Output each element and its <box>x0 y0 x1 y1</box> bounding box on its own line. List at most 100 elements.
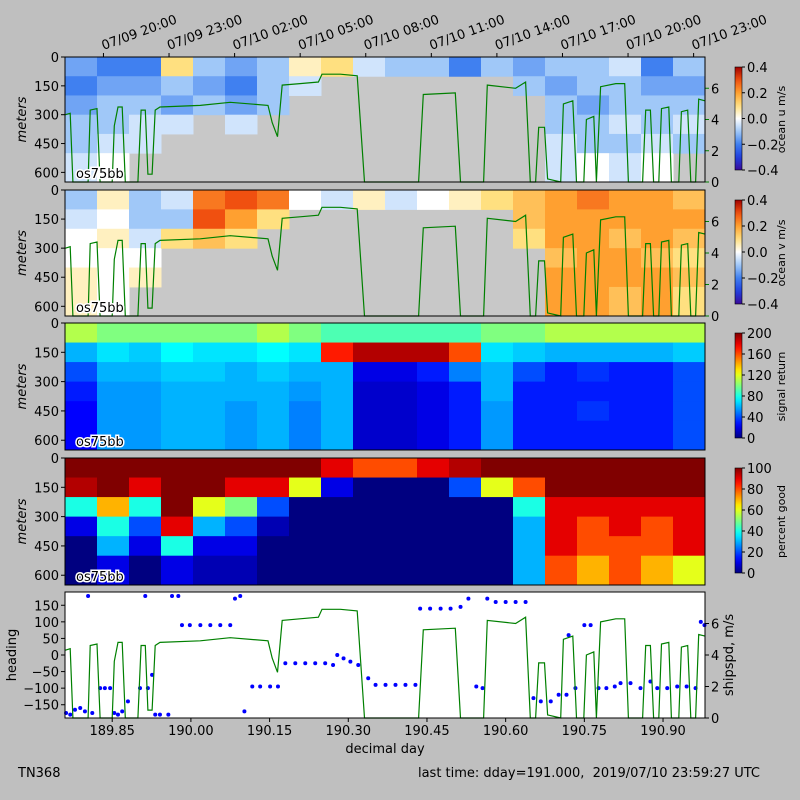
heading-point <box>335 653 340 657</box>
y-tick-label: 50 <box>42 632 59 647</box>
y-tick-label: 150 <box>34 599 59 614</box>
heatmap-cell <box>65 420 98 451</box>
y-tick-label: 300 <box>34 242 59 257</box>
heading-point <box>72 707 77 712</box>
heatmap-cell <box>641 114 674 135</box>
heatmap-cell <box>641 153 674 183</box>
heading-point <box>513 599 518 604</box>
footer-right: last time: dday=191.000, 2019/07/10 23:5… <box>418 766 760 781</box>
heatmap-cell <box>97 477 130 498</box>
heatmap-cell <box>353 497 386 518</box>
heading-point <box>157 712 162 717</box>
heading-point <box>564 692 569 697</box>
plot-frame <box>64 322 706 451</box>
panel-annotation: os75bb <box>76 570 124 585</box>
heatmap-cell <box>321 516 354 537</box>
heatmap-cell <box>513 190 546 210</box>
heatmap-cell <box>321 420 354 451</box>
heatmap-cell <box>449 555 482 586</box>
heatmap-cell <box>97 342 130 363</box>
y2-tick-label: 0 <box>711 310 719 325</box>
colorbar-tick-label: 0.2 <box>747 220 768 235</box>
heatmap-cell <box>161 190 194 210</box>
heatmap-cell <box>609 323 642 344</box>
heatmap-cell <box>481 362 514 383</box>
heatmap-cell <box>449 516 482 537</box>
heading-point <box>170 593 175 598</box>
heading-point <box>618 681 623 686</box>
colorbar-label: ocean u m/s <box>775 86 788 154</box>
heatmap-cell <box>673 401 706 422</box>
heatmap-cell <box>449 190 482 210</box>
heading-point <box>531 696 536 701</box>
heatmap-cell <box>577 516 610 537</box>
colorbar-tick-label: 100 <box>747 462 772 477</box>
heatmap-cell <box>161 420 194 451</box>
heading-point <box>341 656 346 661</box>
heading-point <box>458 604 463 609</box>
heatmap-cell <box>385 477 418 498</box>
heatmap-cell <box>97 516 130 537</box>
heatmap-cell <box>609 267 642 288</box>
heatmap-cell <box>97 458 130 479</box>
heatmap-cell <box>641 57 674 77</box>
heatmap-cell <box>65 76 98 96</box>
heatmap-cell <box>129 323 162 344</box>
y2-tick-label: 6 <box>711 82 719 97</box>
heatmap-cell <box>577 76 610 96</box>
heatmap-cell <box>385 362 418 383</box>
heading-point <box>348 659 353 664</box>
heatmap-cell <box>257 516 290 537</box>
heatmap-cell <box>353 381 386 402</box>
heatmap-cell <box>641 381 674 402</box>
heatmap-cell <box>129 190 162 210</box>
heatmap-cell <box>97 323 130 344</box>
heatmap-cell <box>97 420 130 451</box>
heatmap-cell <box>609 57 642 77</box>
heatmap-cell <box>225 323 258 344</box>
heatmap-cell <box>513 362 546 383</box>
heatmap-cell <box>481 381 514 402</box>
heatmap-cell <box>385 342 418 363</box>
heatmap-cell <box>321 323 354 344</box>
heatmap-cell <box>97 536 130 557</box>
heatmap-cell <box>609 153 642 183</box>
heatmap-cell <box>641 76 674 96</box>
heatmap-cell <box>609 477 642 498</box>
heatmap-cell <box>577 153 610 183</box>
heatmap-cell <box>609 497 642 518</box>
heatmap-cell <box>289 477 322 498</box>
heatmap-cell <box>289 458 322 479</box>
heatmap-cell <box>193 228 226 249</box>
heatmap-cell <box>609 420 642 451</box>
y2-tick-label: 6 <box>711 216 719 231</box>
y-tick-label: 600 <box>34 166 59 181</box>
heatmap-cell <box>449 57 482 77</box>
heatmap-cell <box>129 516 162 537</box>
heatmap-cell <box>513 57 546 77</box>
heatmap-cell <box>641 362 674 383</box>
heatmap-cell <box>641 477 674 498</box>
heatmap-cell <box>321 401 354 422</box>
panel-annotation: os75bb <box>76 167 124 182</box>
heatmap-cell <box>321 497 354 518</box>
heading-point <box>275 684 280 689</box>
plot-frame <box>64 457 706 586</box>
y2-axis-label: shipspd, m/s <box>722 614 737 696</box>
colorbar-label: ocean v m/s <box>775 219 788 286</box>
colorbar-tick-label: −0.2 <box>747 138 779 153</box>
y-tick-label: 150 <box>34 80 59 95</box>
heatmap-cell <box>673 323 706 344</box>
y-tick-label: −100 <box>23 682 59 697</box>
heatmap-cell <box>225 477 258 498</box>
heatmap-cell <box>289 76 322 96</box>
y2-tick-label: 2 <box>711 279 719 294</box>
panel-annotation: os75bb <box>76 435 124 450</box>
heatmap-cell <box>449 497 482 518</box>
heatmap-cell <box>257 420 290 451</box>
heatmap-cell <box>673 228 706 249</box>
heatmap-cell <box>545 133 578 154</box>
heatmap-cell <box>321 342 354 363</box>
heatmap-cell <box>353 516 386 537</box>
heatmap-cell <box>545 76 578 96</box>
